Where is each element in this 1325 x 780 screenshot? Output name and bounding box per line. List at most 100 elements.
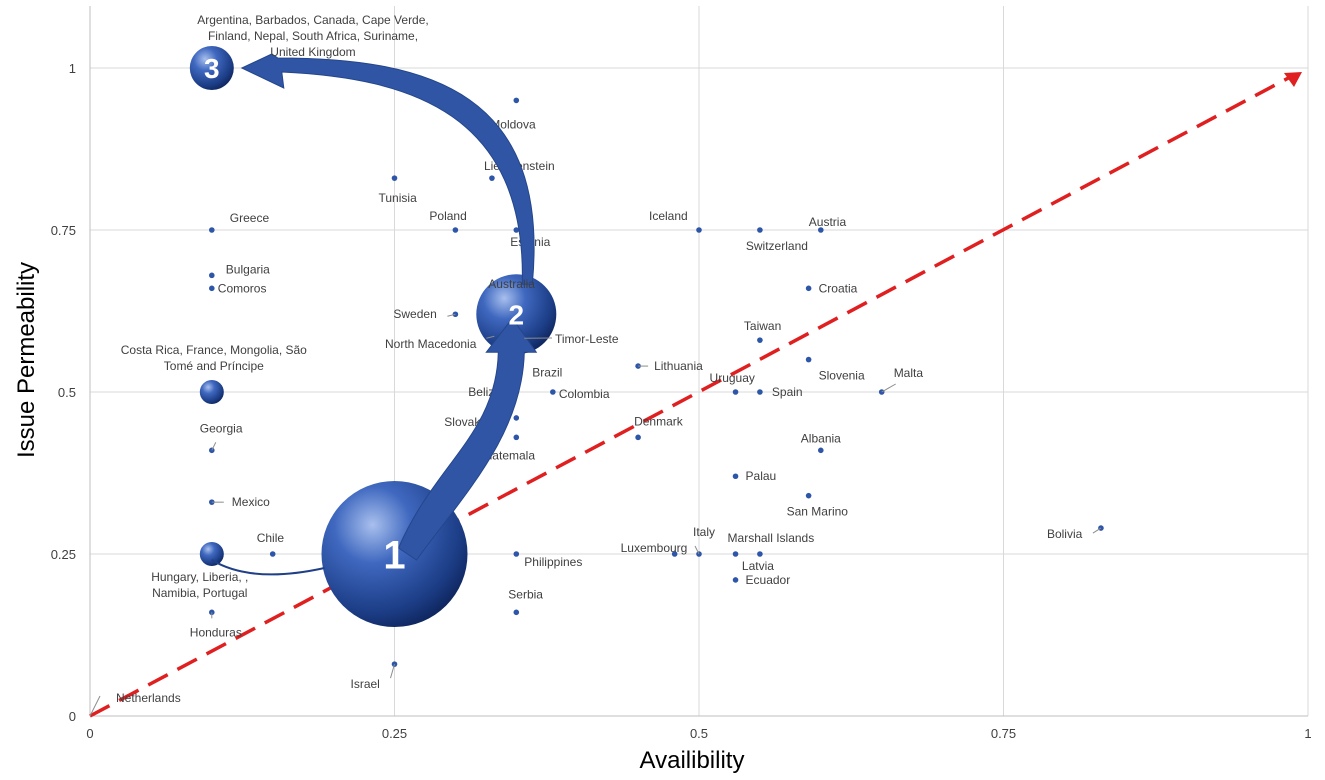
bubble-label: Namibia, Portugal — [152, 586, 247, 600]
point-label: Slovenia — [819, 369, 865, 383]
connector-line — [211, 559, 325, 576]
reference-line-group — [89, 72, 1302, 718]
x-tick-label: 0.25 — [382, 726, 407, 741]
data-point — [452, 227, 459, 233]
x-tick-label: 0.75 — [991, 726, 1016, 741]
point-label: Tunisia — [379, 191, 418, 205]
arrow-1-to-2 — [397, 317, 538, 561]
data-point — [732, 473, 739, 480]
y-axis-title: Issue Permeability — [13, 262, 40, 458]
point-label: Croatia — [819, 281, 858, 295]
data-point — [671, 551, 678, 557]
leader-line — [881, 383, 896, 393]
point-label: Taiwan — [744, 319, 781, 333]
data-point — [818, 227, 824, 233]
point-label: Brazil — [532, 366, 562, 380]
data-point — [452, 311, 459, 318]
leader-line — [486, 335, 495, 339]
bubble-label: United Kingdom — [270, 45, 355, 59]
point-label: Ecuador — [746, 573, 791, 587]
y-tick-label: 0.5 — [58, 385, 76, 400]
bubble-label: Finland, Nepal, South Africa, Suriname, — [208, 29, 418, 43]
bubble-number: 3 — [204, 53, 220, 84]
bubble-label: Hungary, Liberia, , — [151, 570, 248, 584]
bubble — [476, 274, 557, 355]
data-point — [696, 227, 702, 233]
data-point — [805, 356, 812, 363]
point-label: Bulgaria — [226, 262, 270, 276]
data-points: Netherlands Greece Bulgaria Comoros Georgia M… — [89, 97, 1104, 717]
arrow-2-to-3 — [240, 53, 535, 285]
bubble-number: 1 — [383, 533, 405, 577]
data-point — [513, 609, 520, 616]
x-tick-label: 1 — [1304, 726, 1311, 741]
bubble-label: Costa Rica, France, Mongolia, São — [121, 343, 307, 357]
leader-line — [211, 442, 217, 451]
data-point — [513, 551, 520, 557]
bubble-number: 2 — [509, 299, 525, 330]
data-point — [818, 447, 824, 454]
point-label: Moldova — [490, 117, 536, 131]
annotation-layer: North Macedonia Timor-Leste — [385, 332, 619, 351]
point-label: Luxembourg — [621, 541, 688, 555]
data-point — [757, 389, 763, 395]
bubble-label: Australia — [488, 277, 535, 291]
data-point — [757, 337, 763, 343]
data-point — [513, 434, 520, 441]
y-tick-label: 1 — [69, 61, 76, 76]
point-label: San Marino — [787, 505, 849, 519]
data-point — [209, 227, 215, 233]
data-point — [513, 227, 520, 233]
point-label: Latvia — [742, 559, 774, 573]
point-label: Netherlands — [116, 691, 181, 705]
point-label: Mexico — [232, 495, 270, 509]
data-point — [269, 551, 276, 557]
bubble — [199, 380, 224, 404]
point-label: Lithuania — [654, 359, 703, 373]
point-label: Serbia — [508, 587, 543, 601]
point-label: Philippines — [524, 555, 582, 569]
data-point — [635, 434, 641, 441]
data-point — [513, 97, 520, 104]
point-label: Georgia — [200, 421, 243, 435]
point-label: Comoros — [218, 281, 267, 295]
y-tick-label: 0.25 — [51, 547, 76, 562]
leader-line — [694, 545, 700, 555]
point-label: Bolivia — [1047, 527, 1083, 541]
data-point — [209, 272, 215, 279]
point-label: Marshall Islands — [728, 531, 815, 545]
data-point — [209, 285, 215, 292]
bubble-label: Tomé and Príncipe — [164, 359, 264, 373]
point-label: Israel — [351, 677, 380, 691]
x-tick-label: 0.5 — [690, 726, 708, 741]
leader-line — [447, 313, 456, 317]
leader-line — [390, 664, 395, 679]
y-tick-label: 0.75 — [51, 223, 76, 238]
point-label: Switzerland — [746, 239, 808, 253]
reference-line-arrowhead — [1284, 72, 1302, 87]
data-point — [391, 175, 398, 181]
arrow-layer — [211, 53, 538, 576]
axes: 0 0.25 0.5 0.75 1 0 0.25 0.5 0.75 1 — [51, 6, 1312, 741]
point-label: Greece — [230, 211, 270, 225]
point-label: Poland — [429, 209, 466, 223]
y-tick-label: 0 — [69, 709, 76, 724]
data-point — [732, 577, 739, 583]
point-label: Spain — [772, 385, 803, 399]
data-point — [757, 227, 763, 233]
leader-line — [89, 695, 101, 717]
data-point — [757, 551, 763, 557]
point-label: Denmark — [634, 414, 684, 428]
point-label: Honduras — [190, 625, 242, 639]
x-tick-label: 0 — [86, 726, 93, 741]
annotation-label: Timor-Leste — [555, 332, 619, 346]
point-label: Iceland — [649, 209, 688, 223]
point-label: Albania — [801, 431, 841, 445]
x-axis-title: Availibility — [640, 747, 745, 774]
bubble-label: Argentina, Barbados, Canada, Cape Verde, — [197, 13, 429, 27]
data-point — [489, 175, 495, 181]
data-point — [732, 551, 739, 557]
annotation-label: North Macedonia — [385, 337, 477, 351]
point-label: Colombia — [559, 387, 610, 401]
